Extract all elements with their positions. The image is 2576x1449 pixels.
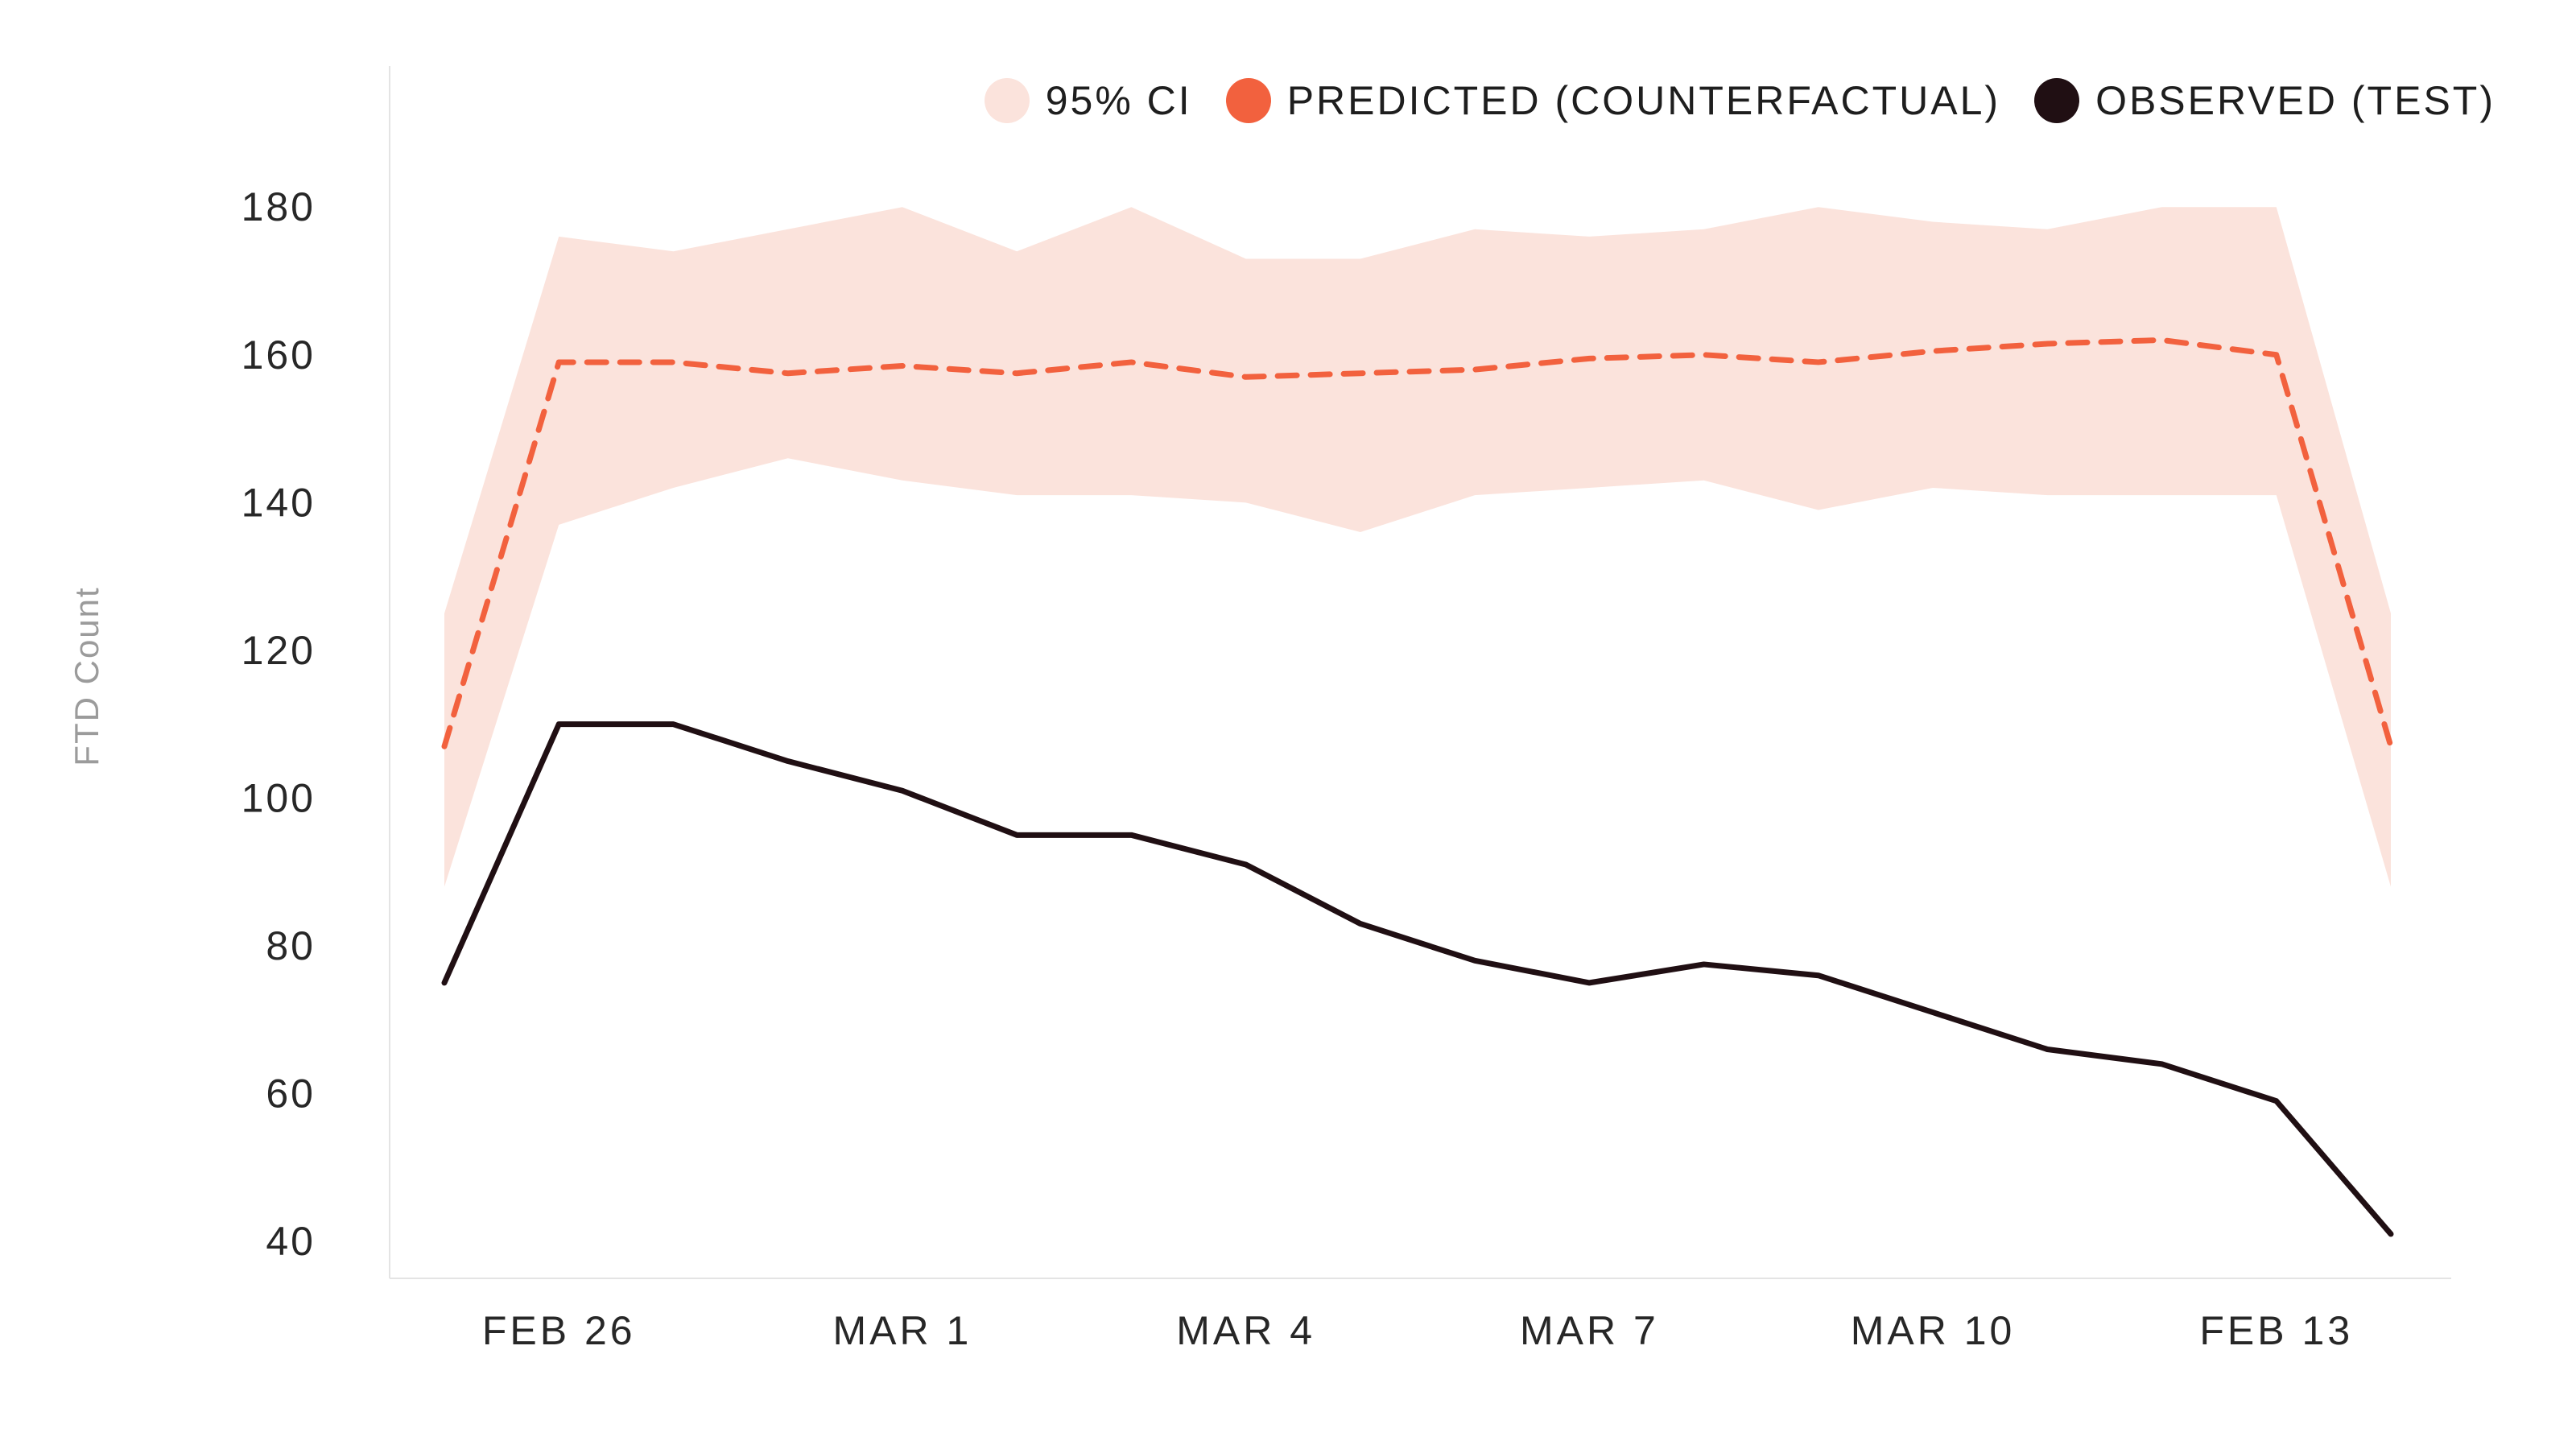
chart-legend: 95% CI PREDICTED (COUNTERFACTUAL) OBSERV… [984,77,2496,124]
legend-item-predicted: PREDICTED (COUNTERFACTUAL) [1225,77,2001,124]
y-tick-label: 80 [266,923,316,968]
legend-item-observed: OBSERVED (TEST) [2034,77,2496,124]
legend-item-ci: 95% CI [984,77,1192,124]
ci-band [444,207,2391,887]
x-tick-label: FEB 13 [2199,1308,2353,1353]
y-tick-label: 160 [242,332,316,378]
y-tick-label: 60 [266,1071,316,1117]
observed-line [441,721,2394,1237]
ci-band-swatch-icon [984,78,1030,123]
predicted-line [441,336,2394,749]
x-tick-label: FEB 26 [482,1308,636,1353]
y-tick-label: 40 [266,1219,316,1264]
x-tick-label: MAR 7 [1520,1308,1659,1353]
legend-label-ci: 95% CI [1045,78,1192,123]
x-tick-label: MAR 1 [833,1308,972,1353]
y-tick-label: 100 [242,775,316,820]
legend-label-predicted: PREDICTED (COUNTERFACTUAL) [1286,78,2001,123]
predicted-line-swatch-icon [1225,78,1271,123]
y-tick-label: 180 [242,184,316,229]
x-tick-label: MAR 4 [1176,1308,1315,1353]
y-tick-label: 140 [242,480,316,525]
observed-line-swatch-icon [2034,78,2080,123]
y-tick-label: 120 [242,628,316,673]
legend-label-observed: OBSERVED (TEST) [2095,78,2496,123]
x-tick-label: MAR 10 [1851,1308,2016,1353]
